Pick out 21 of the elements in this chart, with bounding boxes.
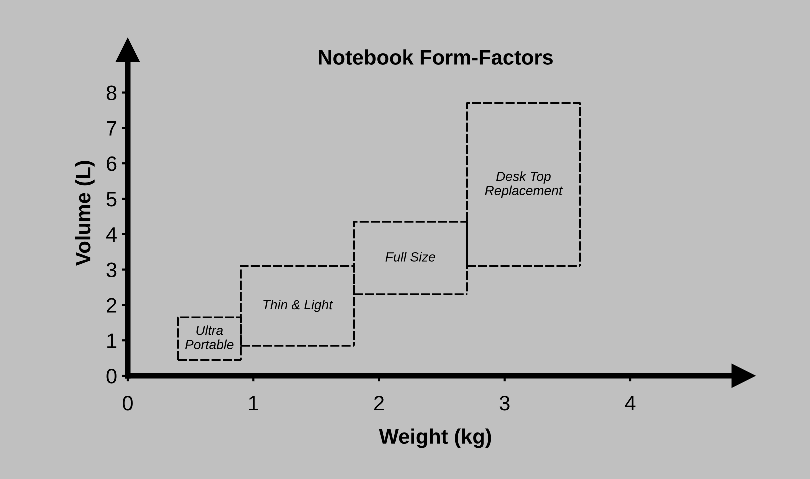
y-tick-label: 6 <box>107 156 117 172</box>
x-tick-label: 2 <box>374 396 384 411</box>
x-tick-label: 0 <box>123 396 133 411</box>
y-tick-label: 8 <box>106 86 117 101</box>
y-tick-label: 1 <box>108 334 117 348</box>
series-label: Desk Top Replacement <box>485 172 564 198</box>
x-tick-label: 1 <box>249 396 258 411</box>
chart-title: Notebook Form-Factors <box>319 50 553 65</box>
y-tick-label: 2 <box>107 298 117 313</box>
x-tick-label: 3 <box>500 396 510 411</box>
y-tick-label: 5 <box>106 192 117 207</box>
series-label: Thin & Light <box>264 300 334 312</box>
x-tick-label: 4 <box>625 396 636 411</box>
y-axis-title: Volume (L) <box>75 161 95 266</box>
series-label: Ultra Portable <box>185 326 234 350</box>
y-tick-label: 3 <box>106 262 117 278</box>
text: Full Size <box>386 252 436 262</box>
y-tick-label: 7 <box>107 121 117 136</box>
y-tick-label: 4 <box>106 228 117 242</box>
x-axis-title: Weight (kg) <box>379 428 492 448</box>
y-tick-label: 0 <box>106 369 117 384</box>
